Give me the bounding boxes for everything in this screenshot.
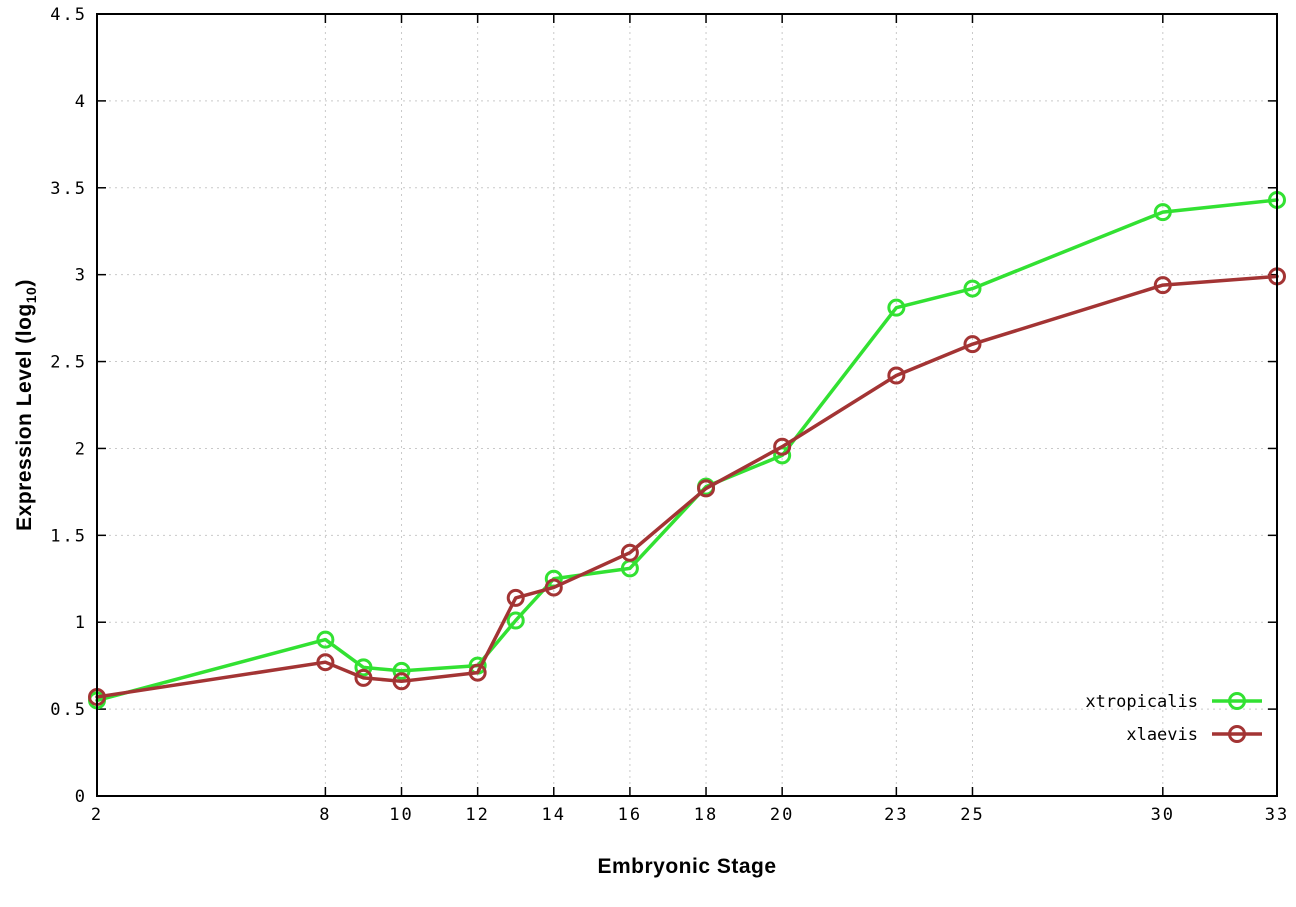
x-tick-label: 33 bbox=[1265, 805, 1289, 825]
y-tick-label: 0 bbox=[75, 787, 87, 807]
y-tick-label: 0.5 bbox=[50, 700, 87, 720]
series-line-xlaevis bbox=[95, 274, 1279, 699]
data-point-xlaevis bbox=[392, 672, 411, 691]
x-tick-label: 20 bbox=[770, 805, 794, 825]
plot-border bbox=[96, 13, 1278, 797]
x-tick-label: 23 bbox=[884, 805, 908, 825]
x-tick-label: 8 bbox=[319, 805, 331, 825]
y-axis-title-close: ) bbox=[12, 279, 36, 287]
x-tick-label: 16 bbox=[618, 805, 642, 825]
y-tick-label: 1.5 bbox=[50, 526, 87, 546]
legend-label: xlaevis bbox=[1126, 725, 1198, 745]
y-tick-label: 4.5 bbox=[50, 5, 87, 25]
x-tick-label: 14 bbox=[542, 805, 566, 825]
y-tick-label: 2 bbox=[75, 439, 87, 459]
data-point-xlaevis bbox=[1153, 276, 1172, 295]
x-tick-label: 12 bbox=[465, 805, 489, 825]
legend-marker bbox=[1228, 725, 1246, 743]
data-point-xlaevis bbox=[544, 578, 563, 597]
y-tick-label: 4 bbox=[75, 92, 87, 112]
y-axis-title-subscript: 10 bbox=[23, 286, 40, 304]
y-axis-title: Expression Level (log10) bbox=[13, 279, 39, 531]
y-tick-label: 2.5 bbox=[50, 353, 87, 373]
data-point-xlaevis bbox=[697, 479, 716, 498]
y-tick-label: 1 bbox=[75, 613, 87, 633]
x-tick-label: 30 bbox=[1151, 805, 1175, 825]
legend-marker bbox=[1228, 692, 1246, 710]
data-point-xtropicalis bbox=[1153, 203, 1172, 222]
legend-entry-xlaevis: xlaevis bbox=[1126, 725, 1262, 745]
data-point-xlaevis bbox=[963, 335, 982, 354]
legend-label: xtropicalis bbox=[1085, 692, 1198, 712]
y-tick-label: 3.5 bbox=[50, 179, 87, 199]
y-axis-title-text: Expression Level (log bbox=[12, 303, 36, 531]
legend-entry-xtropicalis: xtropicalis bbox=[1085, 692, 1262, 712]
data-point-xlaevis bbox=[773, 437, 792, 456]
data-point-xlaevis bbox=[468, 663, 487, 682]
x-tick-label: 10 bbox=[389, 805, 413, 825]
x-tick-label: 18 bbox=[694, 805, 718, 825]
data-point-xtropicalis bbox=[887, 298, 906, 317]
x-axis-title: Embryonic Stage bbox=[597, 855, 777, 878]
data-point-xtropicalis bbox=[963, 279, 982, 298]
data-point-xlaevis bbox=[506, 588, 525, 607]
data-point-xlaevis bbox=[316, 653, 335, 672]
data-point-xtropicalis bbox=[354, 658, 373, 677]
data-point-xlaevis bbox=[354, 668, 373, 687]
data-point-xtropicalis bbox=[392, 661, 411, 680]
data-point-xlaevis bbox=[620, 543, 639, 562]
data-point-xtropicalis bbox=[316, 630, 335, 649]
data-point-xtropicalis bbox=[506, 611, 525, 630]
x-tick-label: 2 bbox=[91, 805, 103, 825]
x-tick-label: 25 bbox=[960, 805, 984, 825]
y-tick-label: 3 bbox=[75, 266, 87, 286]
data-point-xlaevis bbox=[887, 366, 906, 385]
